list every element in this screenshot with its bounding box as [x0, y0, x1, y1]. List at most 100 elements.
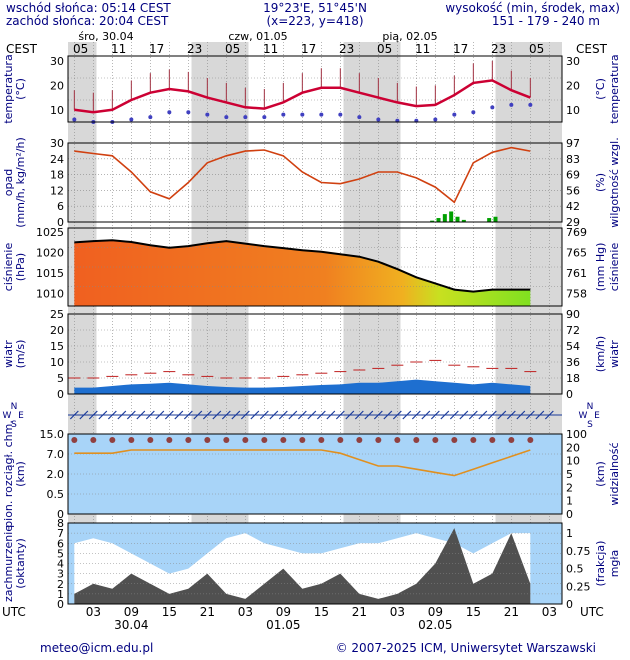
right-panel-unit: (%)	[594, 173, 607, 192]
pressure-tick-right: 758	[566, 288, 587, 301]
wind-tick-left: 0	[57, 388, 64, 401]
wind-tick-right: 36	[566, 356, 580, 369]
wind-direction-arrow	[544, 410, 554, 420]
cloud-tick-left: 6	[57, 537, 64, 550]
wind-tick-left: 25	[50, 308, 64, 321]
wind-direction-arrow	[392, 410, 402, 420]
cloud-top-point	[470, 437, 477, 443]
wind-direction-arrow	[307, 410, 317, 420]
utc-tick: 03	[238, 605, 253, 619]
wind-direction-arrow	[269, 410, 279, 420]
utc-tick: 03	[390, 605, 405, 619]
footer-email[interactable]: meteo@icm.edu.pl	[40, 641, 153, 655]
cloud-top-point	[280, 437, 287, 443]
wind-tick-right: 90	[566, 308, 580, 321]
cest-tick: 23	[339, 42, 354, 56]
cloud-tick-left: 5	[57, 547, 64, 560]
wind-rose-west: W	[3, 411, 12, 421]
wind-direction-arrow	[345, 410, 355, 420]
left-panel-unit: (oktanty)	[14, 538, 27, 589]
dewpoint-point	[167, 110, 172, 115]
wind-direction-arrow	[459, 410, 469, 420]
dewpoint-point	[262, 115, 267, 120]
wind-tick-left: 20	[50, 324, 64, 337]
cloud-top-point	[356, 437, 363, 443]
cloud-top-point	[337, 437, 344, 443]
cloud-tick-left: 7	[57, 527, 64, 540]
dewpoint-point	[243, 115, 248, 120]
cest-tick: 23	[491, 42, 506, 56]
cloud-tick-left: 0	[57, 598, 64, 611]
wind-direction-arrow	[107, 410, 117, 420]
right-panel-label: wiatr	[608, 340, 621, 368]
precip-bar	[493, 216, 498, 222]
pressure-tick-right: 769	[566, 226, 587, 239]
humidity-line	[74, 146, 531, 204]
fog-tick-right: 0.25	[566, 580, 591, 593]
wind-tick-left: 10	[50, 356, 64, 369]
wind-direction-arrow	[259, 410, 269, 420]
wind-rose-south: S	[587, 420, 593, 430]
night-band	[68, 42, 97, 604]
wind-direction-arrow	[145, 410, 155, 420]
dewpoint-point	[509, 102, 514, 107]
visibility-tick-right: 10	[566, 455, 580, 468]
visibility-line	[74, 449, 531, 477]
temp-tick-right: 30	[566, 55, 580, 68]
wind-direction-arrow	[316, 410, 326, 420]
cloud-top-point	[375, 437, 382, 443]
top-timezone-label-right: CEST	[576, 42, 608, 56]
night-band	[343, 42, 401, 604]
pressure-area	[74, 240, 531, 306]
dewpoint-point	[300, 112, 305, 117]
pressure-tick-left: 1020	[36, 247, 64, 260]
dewpoint-point	[357, 115, 362, 120]
wind-tick-right: 54	[566, 340, 580, 353]
wind-direction-arrow	[231, 410, 241, 420]
bottom-date: 01.05	[266, 618, 300, 632]
cest-tick: 05	[529, 42, 544, 56]
right-panel-unit: (frakcja)	[594, 541, 607, 587]
utc-tick: 21	[200, 605, 215, 619]
wind-area	[74, 379, 531, 394]
fog-tick-right: 0.75	[566, 545, 591, 558]
grid-text: (x=223, y=418)	[266, 14, 363, 28]
right-panel-unit: (km)	[594, 461, 607, 487]
cest-tick: 11	[111, 42, 126, 56]
cloud-top-point	[90, 437, 97, 443]
temperature-line	[74, 79, 531, 114]
wind-direction-arrow	[383, 410, 393, 420]
wind-direction-arrow	[212, 410, 222, 420]
humidity-tick-right: 56	[566, 184, 580, 197]
pressure-line	[74, 239, 531, 293]
precip-bar	[461, 219, 466, 222]
visibility-tick-right: 1	[566, 495, 573, 508]
precip-bar	[436, 218, 441, 222]
cloudbase-tick-left: 7.0	[47, 448, 65, 461]
dewpoint-point	[433, 117, 438, 122]
wind-rose-north: N	[11, 402, 18, 412]
dewpoint-point	[72, 117, 77, 122]
sunrise-text: wschód słońca: 05:14 CEST	[6, 1, 171, 15]
wind-frame	[67, 313, 563, 395]
fog-tick-right: 0.5	[566, 563, 584, 576]
right-panel-unit: (°C)	[594, 78, 607, 100]
cloud-top-point	[432, 437, 439, 443]
precip-tick-left: 0	[57, 216, 64, 229]
utc-tick: 15	[162, 605, 177, 619]
fog-tick-right: 0	[566, 598, 573, 611]
wind-direction-arrow	[126, 410, 136, 420]
wind-direction-arrow	[487, 410, 497, 420]
precip-tick-left: 24	[50, 153, 64, 166]
cest-tick: 17	[453, 42, 468, 56]
dewpoint-point	[338, 112, 343, 117]
wind-direction-arrow	[411, 410, 421, 420]
wind-direction-arrow	[98, 410, 108, 420]
humidity-tick-right: 42	[566, 200, 580, 213]
elevation-values: 151 - 179 - 240 m	[492, 14, 600, 28]
cloud-tick-left: 2	[57, 578, 64, 591]
utc-tick: 15	[314, 605, 329, 619]
left-panel-unit: (hPa)	[14, 253, 27, 281]
